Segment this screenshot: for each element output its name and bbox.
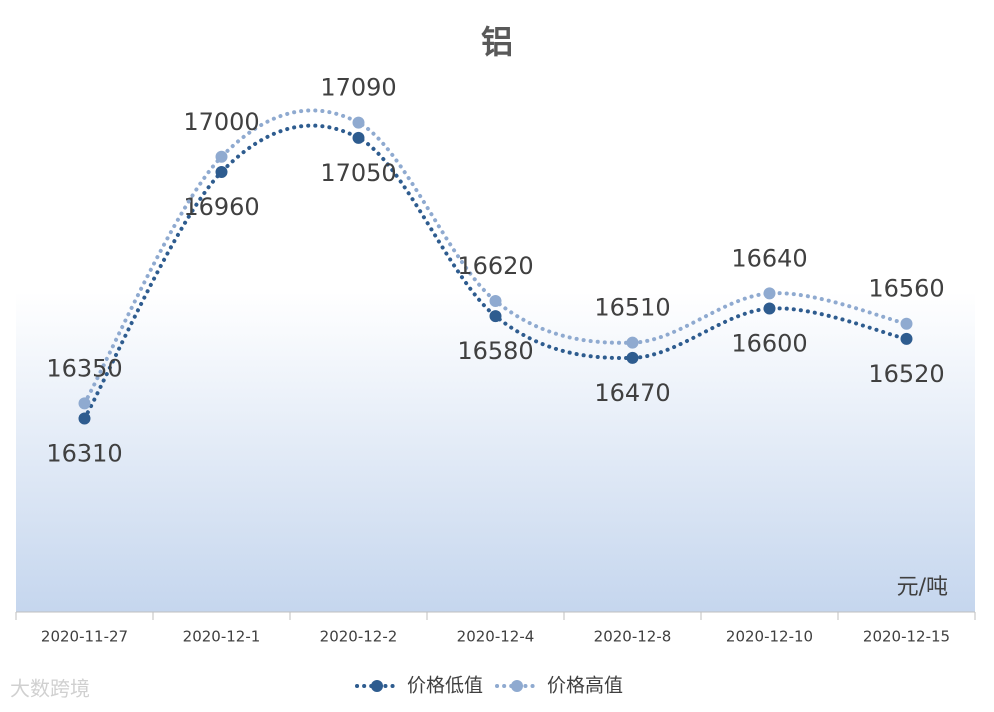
data-label: 17000	[183, 108, 259, 136]
data-label: 16580	[457, 337, 533, 365]
data-label: 16960	[183, 193, 259, 221]
x-tick-label: 2020-11-27	[41, 628, 128, 646]
data-point	[489, 294, 502, 307]
data-point	[78, 397, 91, 410]
data-label: 17090	[320, 74, 396, 102]
series-line	[82, 108, 909, 406]
data-point	[78, 412, 91, 425]
data-point	[215, 150, 228, 163]
x-tick-label: 2020-12-2	[320, 628, 398, 646]
data-label: 17050	[320, 159, 396, 187]
legend-marker	[511, 680, 523, 692]
data-label: 16560	[868, 275, 944, 303]
data-label: 16350	[46, 354, 122, 382]
x-tick-label: 2020-12-4	[457, 628, 535, 646]
data-point	[626, 351, 639, 364]
data-point	[900, 332, 913, 345]
data-label: 16470	[594, 379, 670, 407]
data-label: 16640	[731, 244, 807, 272]
chart-title: 铝	[481, 23, 513, 61]
legend-label: 价格低值	[407, 675, 483, 697]
data-point	[763, 287, 776, 300]
x-tick-label: 2020-12-15	[863, 628, 950, 646]
x-tick-label: 2020-12-8	[594, 628, 672, 646]
data-point	[900, 317, 913, 330]
data-label: 16600	[731, 330, 807, 358]
data-point	[626, 336, 639, 349]
legend-label: 价格高值	[547, 675, 623, 697]
x-tick-label: 2020-12-10	[726, 628, 813, 646]
data-point	[763, 302, 776, 315]
watermark: 大数跨境	[10, 677, 90, 701]
legend-marker	[371, 680, 383, 692]
data-point	[215, 165, 228, 178]
data-label: 16520	[868, 360, 944, 388]
unit-label: 元/吨	[897, 575, 948, 600]
data-point	[352, 131, 365, 144]
x-tick-label: 2020-12-1	[183, 628, 261, 646]
series-line	[82, 123, 909, 421]
data-label: 16510	[594, 294, 670, 322]
data-point	[352, 116, 365, 129]
data-label: 16620	[457, 252, 533, 280]
data-label: 16310	[46, 440, 122, 468]
data-point	[489, 310, 502, 323]
